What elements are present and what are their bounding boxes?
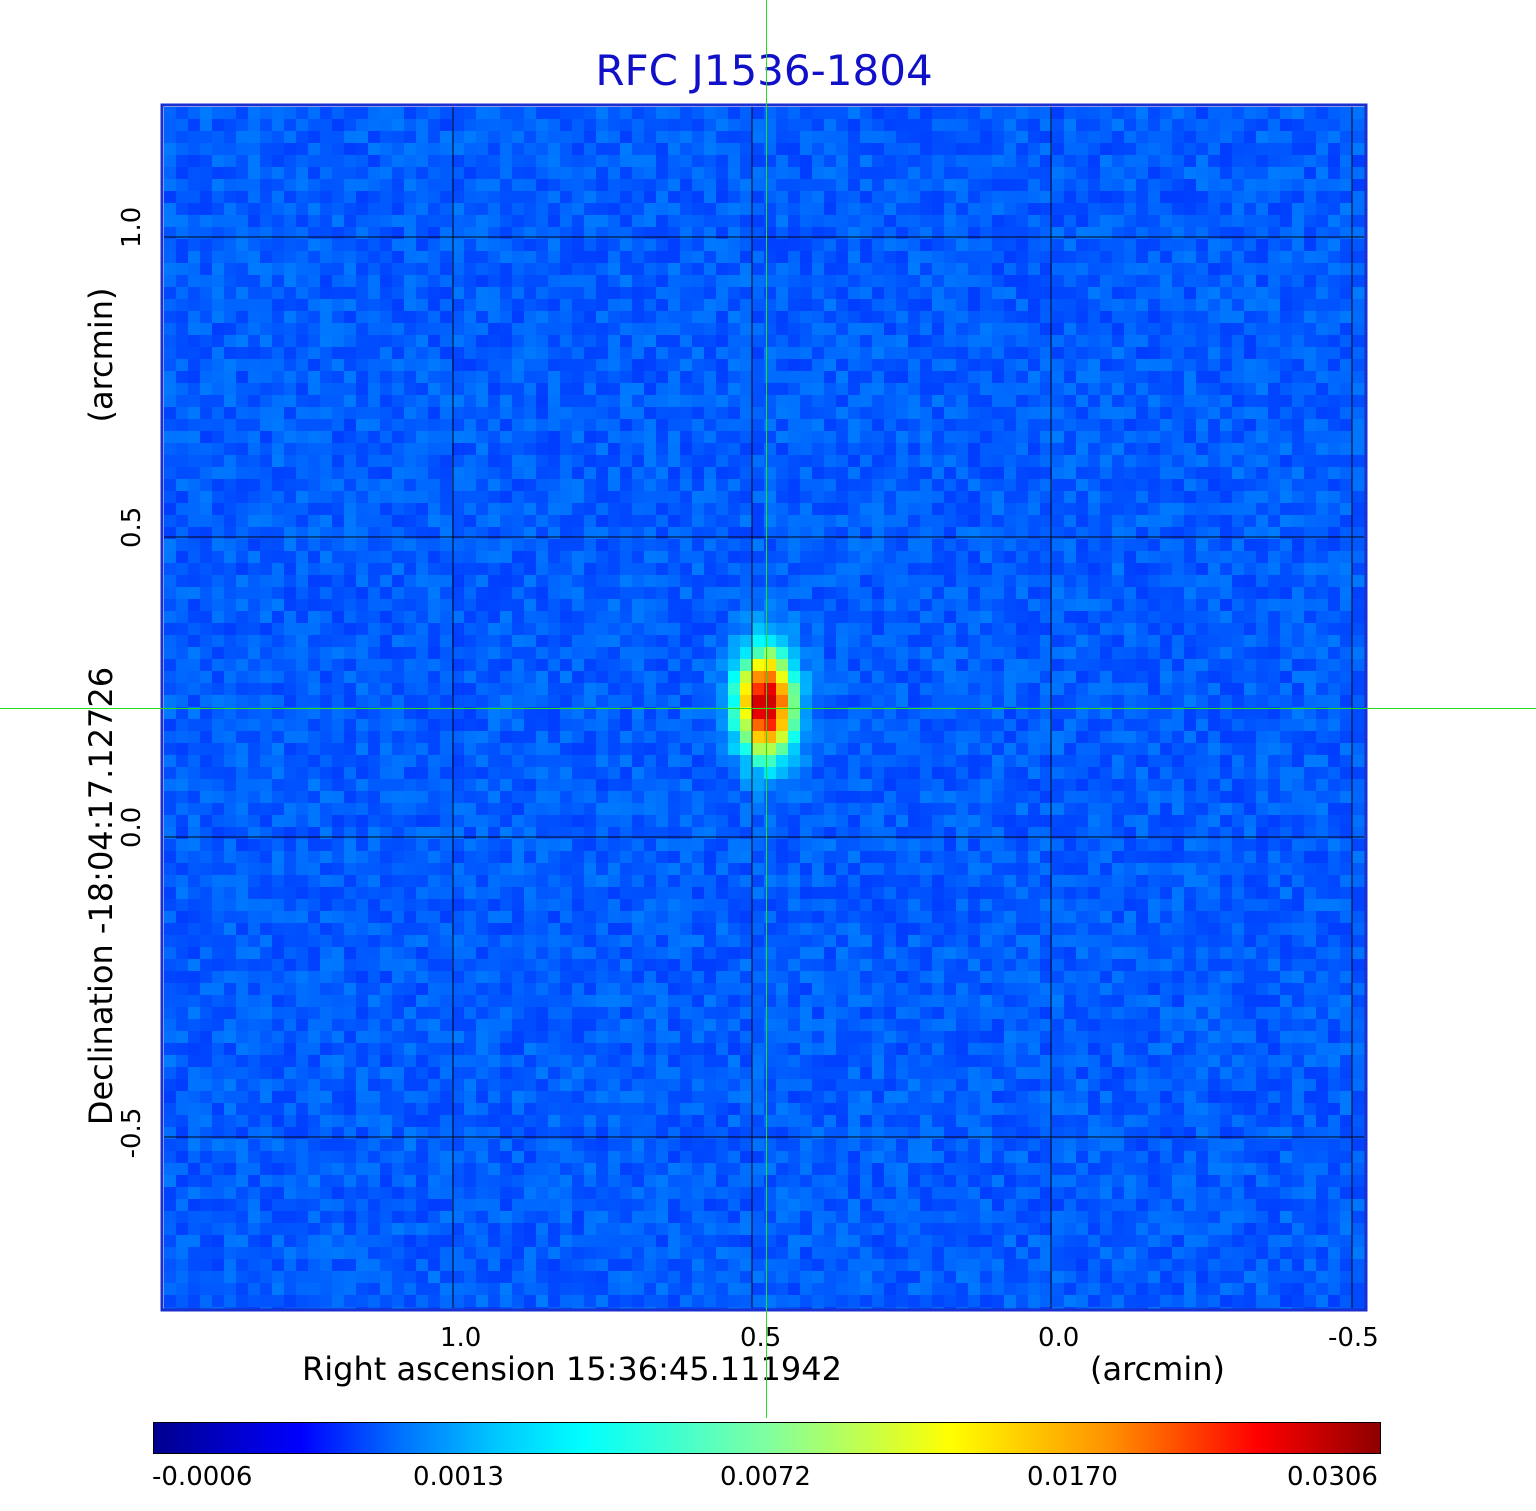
colorbar-tick-5: 0.0306: [1287, 1462, 1378, 1492]
sky-map-pixels: [164, 107, 1365, 1309]
x-tick-4: -0.5: [1328, 1323, 1379, 1353]
crosshair-vertical: [766, 0, 767, 1418]
colorbar-tick-2: 0.0013: [413, 1462, 504, 1492]
plot-frame: [160, 103, 1368, 1312]
x-tick-1: 1.0: [440, 1323, 482, 1353]
y-axis-unit: (arcmin): [82, 287, 120, 423]
crosshair-horizontal: [0, 708, 1536, 709]
x-axis-label: Right ascension 15:36:45.111942: [302, 1350, 842, 1388]
x-tick-2: 0.5: [740, 1323, 782, 1353]
y-axis-label: Declination -18:04:17.12726: [82, 666, 120, 1126]
y-tick-3: 0.0: [117, 806, 147, 848]
coordinate-grid: [164, 107, 1364, 1308]
y-tick-2: 0.5: [117, 506, 147, 548]
colorbar-tick-4: 0.0170: [1027, 1462, 1118, 1492]
x-axis-unit: (arcmin): [1090, 1350, 1225, 1388]
image-title: RFC J1536-1804: [595, 46, 933, 95]
colorbar-tick-1: -0.0006: [152, 1462, 253, 1492]
colorbar-tick-3: 0.0072: [720, 1462, 811, 1492]
y-tick-1: 1.0: [117, 206, 147, 248]
colorbar: [153, 1422, 1381, 1454]
y-tick-4: -0.5: [117, 1107, 147, 1159]
x-tick-3: 0.0: [1038, 1323, 1080, 1353]
